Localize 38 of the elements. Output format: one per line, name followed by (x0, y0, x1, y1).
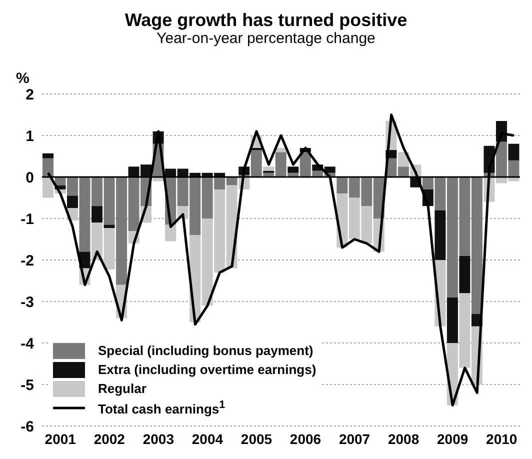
y-tick-label: 2 (26, 86, 34, 104)
y-tick-label: -4 (20, 335, 35, 352)
bar (104, 224, 115, 228)
bar (446, 297, 458, 343)
bar (165, 224, 176, 242)
bar (434, 210, 446, 260)
y-tick-label: -1 (20, 210, 34, 228)
bar (42, 153, 54, 158)
y-tick-label: -5 (20, 376, 34, 394)
x-tick-label: 2006 (290, 430, 322, 447)
x-tick-label: 2003 (142, 430, 174, 447)
y-tick-label: -2 (20, 252, 34, 270)
x-tick-label: 2009 (437, 430, 468, 447)
x-tick-label: 2002 (94, 430, 126, 447)
bar (42, 158, 54, 177)
legend-label: Regular (98, 381, 146, 396)
chart-subtitle: Year-on-year percentage change (156, 30, 376, 47)
legend-label: Extra (including overtime earnings) (98, 362, 316, 377)
legend-label: Total cash earnings$^{1}$ (98, 398, 226, 416)
bar (459, 256, 470, 294)
bar (67, 196, 78, 208)
y-axis-title: % (16, 70, 30, 87)
x-tick-label: 2008 (388, 430, 420, 447)
x-tick-label: 2004 (192, 430, 224, 447)
y-tick-label: 1 (26, 128, 34, 145)
y-tick-label: -6 (20, 418, 34, 436)
bar (263, 166, 274, 171)
y-tick-label: 0 (26, 169, 34, 186)
y-tick-label: -3 (20, 294, 34, 311)
bar (508, 144, 520, 160)
x-tick-label: 2005 (240, 430, 272, 447)
x-tick-label: 2007 (338, 430, 370, 447)
bar (92, 206, 103, 223)
x-tick-label: 2001 (44, 430, 76, 447)
bar (288, 166, 299, 173)
x-tick-label: 2010 (486, 430, 518, 447)
chart-title: Wage growth has turned positive (124, 9, 408, 30)
legend-label: Special (including bonus payment) (98, 343, 314, 358)
